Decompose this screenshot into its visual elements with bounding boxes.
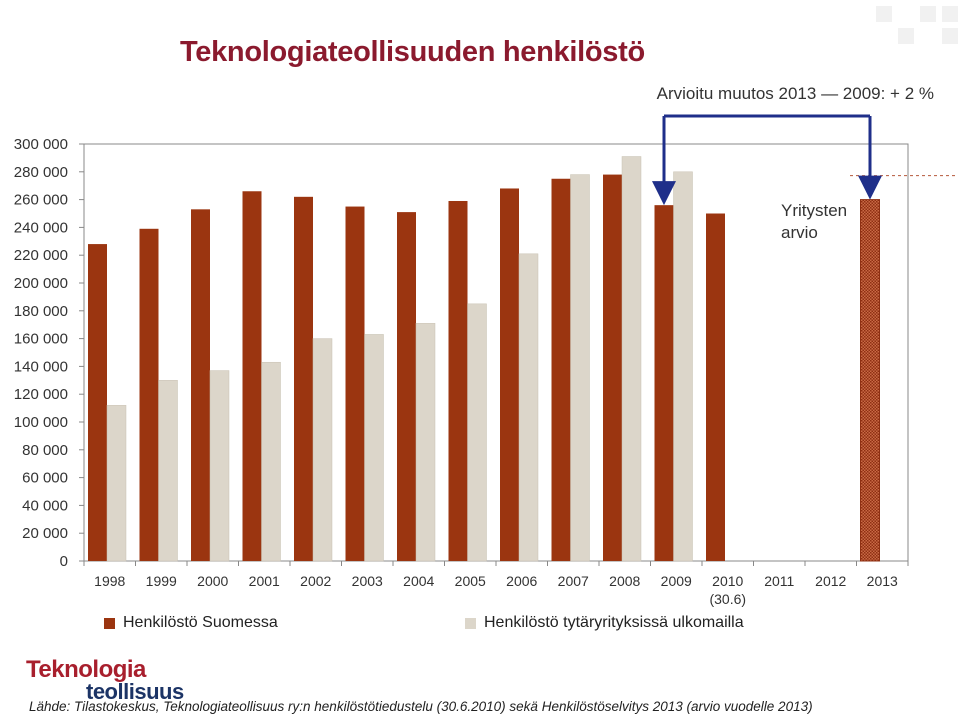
x-tick-label: 2008: [609, 573, 640, 589]
bar-foreign-2003: [364, 334, 384, 562]
estimate-label-line-2: arvio: [781, 223, 818, 242]
y-tick-label: 60 000: [22, 470, 68, 487]
bar-domestic-2008: [603, 174, 622, 561]
bar-foreign-2004: [415, 323, 436, 562]
estimated-change-note: Arvioitu muutos 2013 — 2009: + 2 %: [656, 84, 934, 103]
bar-domestic-2006: [500, 188, 519, 562]
bar-foreign-2006: [518, 253, 539, 562]
bar-foreign-2002: [312, 338, 333, 562]
x-tick-label: 2011: [764, 573, 794, 589]
legend-item-domestic: Henkilöstö Suomessa: [104, 614, 278, 632]
y-tick-label: 0: [60, 553, 68, 570]
x-tick-label: 2010: [712, 573, 743, 589]
bar-domestic-2009: [654, 205, 674, 561]
bar-domestic-2002: [294, 196, 313, 561]
bar-domestic-1999: [139, 228, 159, 562]
bar-chart: 0 20 000 40 000 60 000 80 000 100 000 120 000 1…: [14, 114, 958, 607]
bar-estimate-2013: [860, 199, 880, 562]
x-tick-label: 2004: [403, 573, 434, 589]
x-tick-label: 2002: [300, 573, 331, 589]
bar-domestic-2005: [448, 200, 468, 562]
bar-domestic-1998: [88, 244, 107, 561]
bar-domestic-2010: [706, 213, 725, 561]
bar-foreign-2007: [570, 174, 590, 562]
y-tick-label: 200 000: [14, 275, 68, 292]
y-tick-label: 260 000: [14, 192, 68, 209]
x-tick-label: 2005: [455, 573, 486, 589]
y-tick-label: 80 000: [22, 442, 68, 459]
bar-domestic-2004: [397, 212, 416, 562]
legend-swatch-domestic: [104, 617, 115, 629]
logo-line-1: Teknologia: [26, 656, 146, 683]
legend-swatch-foreign: [465, 617, 476, 629]
x-tick-label: 2013: [867, 573, 898, 589]
x-tick-label: 1999: [146, 573, 177, 589]
bar-foreign-1998: [106, 405, 127, 562]
y-tick-label: 220 000: [14, 247, 68, 264]
bar-domestic-2007: [551, 178, 571, 561]
x-tick-label: 1998: [94, 573, 125, 589]
bar-foreign-2008: [621, 156, 642, 562]
page-title: Teknologiateollisuuden henkilöstö: [180, 36, 645, 68]
decorative-corner-squares: [876, 6, 958, 44]
y-tick-label: 300 000: [14, 136, 68, 153]
y-tick-label: 100 000: [14, 414, 68, 431]
bar-foreign-2005: [467, 303, 487, 562]
x-tick-label: 2006: [506, 573, 537, 589]
y-tick-label: 160 000: [14, 331, 68, 348]
x-tick-label: 2000: [197, 573, 228, 589]
bar-domestic-2001: [242, 191, 262, 561]
x-tick-label: 2001: [249, 573, 280, 589]
bar-domestic-2000: [191, 209, 210, 561]
x-tick-label: 2012: [815, 573, 846, 589]
bar-foreign-2009: [673, 171, 693, 562]
estimate-label-line-1: Yritysten: [781, 201, 847, 220]
y-tick-label: 20 000: [22, 525, 68, 542]
y-tick-label: 120 000: [14, 386, 68, 403]
source-note: Lähde: Tilastokeskus, Teknologiateollisu…: [29, 699, 813, 714]
bar-domestic-2003: [345, 206, 365, 562]
bar-foreign-1999: [158, 380, 178, 562]
legend-label-domestic: Henkilöstö Suomessa: [123, 614, 278, 631]
y-tick-label: 280 000: [14, 164, 68, 181]
legend-label-foreign: Henkilöstö tytäryrityksissä ulkomailla: [484, 614, 744, 631]
x-tick-label: 2007: [558, 573, 589, 589]
legend-item-foreign: Henkilöstö tytäryrityksissä ulkomailla: [465, 614, 744, 632]
x-tick-label: 2009: [661, 573, 692, 589]
x-tick-sublabel: (30.6): [709, 591, 746, 607]
bar-foreign-2001: [261, 361, 281, 562]
y-tick-label: 40 000: [22, 497, 68, 514]
logo-line-2: teollisuus: [86, 679, 184, 704]
y-tick-label: 240 000: [14, 219, 68, 236]
bar-foreign-2000: [209, 370, 230, 562]
teknologiateollisuus-logo: Teknologia teollisuus: [26, 656, 184, 704]
y-tick-label: 180 000: [14, 303, 68, 320]
x-tick-label: 2003: [352, 573, 383, 589]
y-tick-label: 140 000: [14, 358, 68, 375]
